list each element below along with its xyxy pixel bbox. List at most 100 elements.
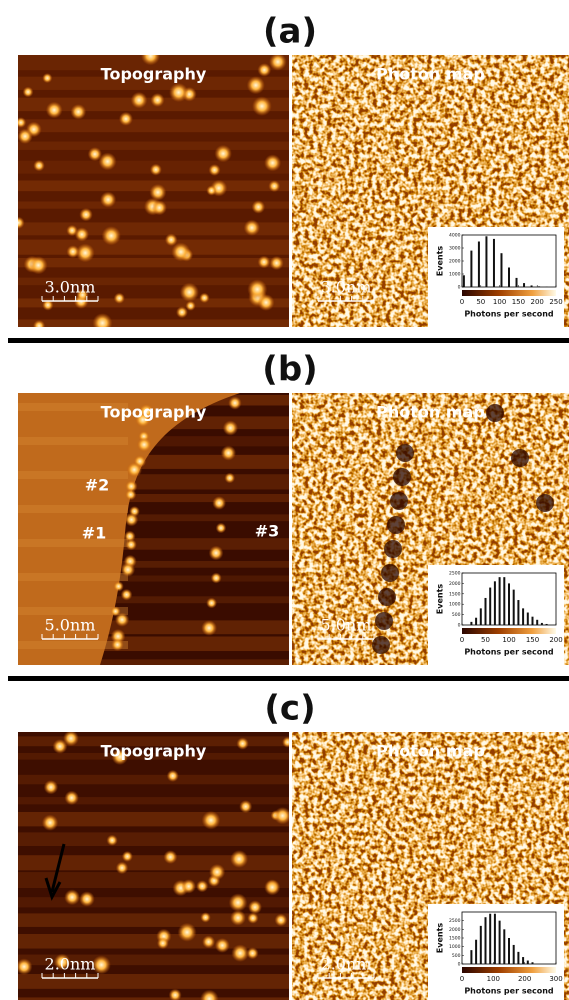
adsorbate — [264, 154, 281, 171]
adsorbate — [180, 283, 199, 302]
x-tick-label: 100 — [493, 298, 506, 306]
histogram-bar — [485, 598, 487, 625]
x-tick-label: 0 — [460, 975, 464, 983]
dark-spot — [511, 449, 529, 467]
y-tick-label: 0 — [458, 285, 461, 291]
adsorbate — [157, 937, 169, 949]
adsorbate — [270, 256, 284, 270]
adsorbate — [228, 396, 241, 409]
y-tick-label: 2000 — [449, 927, 461, 933]
adsorbate — [223, 420, 238, 435]
y-tick-label: 2000 — [449, 581, 461, 587]
x-tick-label: 100 — [502, 636, 515, 644]
adsorbate — [150, 93, 164, 107]
y-tick-label: 2000 — [449, 259, 461, 265]
adsorbate — [79, 891, 95, 907]
x-tick-label: 300 — [549, 975, 562, 983]
adsorbate — [23, 87, 34, 98]
panel-label: (b) — [262, 350, 317, 390]
topo-streak — [18, 934, 289, 949]
topo-streak — [18, 258, 289, 267]
separator — [8, 338, 569, 343]
adsorbate — [209, 864, 225, 880]
adsorbate — [100, 192, 116, 208]
topo-streak — [18, 832, 289, 846]
y-tick-label: 2500 — [449, 918, 461, 924]
adsorbate — [248, 900, 262, 914]
adsorbate — [93, 313, 113, 333]
adsorbate — [114, 293, 125, 304]
adsorbate — [125, 489, 136, 500]
topo-streak — [18, 471, 128, 479]
adsorbate — [176, 306, 188, 318]
adsorbate — [206, 598, 217, 609]
x-tick-label: 250 — [549, 298, 562, 306]
histogram-bar — [500, 253, 502, 287]
x-tick-label: 150 — [512, 298, 525, 306]
y-tick-label: 1000 — [449, 944, 461, 950]
histogram-bar — [522, 957, 524, 964]
adsorbate — [269, 53, 287, 71]
y-tick-label: 1000 — [449, 602, 461, 608]
adsorbate — [214, 145, 232, 163]
x-tick-label: 200 — [518, 975, 531, 983]
adsorbate — [230, 910, 246, 926]
adsorbate — [212, 496, 226, 510]
histogram-bar — [517, 952, 519, 964]
y-tick-label: 2500 — [449, 571, 461, 577]
topo-streak — [18, 142, 289, 150]
adsorbate — [209, 164, 221, 176]
topo-streak — [18, 119, 289, 132]
histogram-bar — [485, 917, 487, 964]
dark-spot — [384, 540, 402, 558]
histogram-bar — [493, 239, 495, 287]
adsorbate — [178, 923, 197, 942]
adsorbate — [42, 73, 52, 83]
adsorbate — [182, 879, 196, 893]
figure: (a)TopographyPhoton map3.0nm3.0nm0501001… — [0, 0, 569, 1000]
histogram-bar — [532, 962, 534, 964]
y-tick-label: 1500 — [449, 591, 461, 597]
adsorbate — [79, 208, 93, 222]
histogram-bar — [538, 286, 540, 287]
histogram-bar — [546, 624, 548, 625]
site-label: #2 — [85, 476, 110, 495]
topo-streak — [18, 240, 289, 255]
dark-spot — [387, 516, 405, 534]
adsorbate — [231, 944, 249, 962]
adsorbate — [247, 76, 265, 94]
adsorbate — [131, 92, 148, 109]
scale-bar-label: 5.0nm — [45, 616, 96, 635]
adsorbate — [119, 112, 133, 126]
histogram-bar — [494, 581, 496, 625]
adsorbate — [33, 320, 45, 332]
y-axis-label: Events — [436, 923, 445, 954]
colorbar — [462, 967, 556, 973]
adsorbate — [152, 200, 167, 215]
adsorbate — [46, 102, 63, 119]
dark-spot — [536, 494, 554, 512]
adsorbate — [247, 913, 258, 924]
y-tick-label: 0 — [458, 623, 461, 629]
adsorbate — [229, 893, 248, 912]
histogram-bar — [516, 278, 518, 287]
scale-bar-label: 2.0nm — [321, 955, 372, 974]
histogram-bar — [513, 590, 515, 625]
adsorbate — [211, 573, 222, 584]
histogram-bar — [503, 929, 505, 964]
y-tick-label: 0 — [458, 962, 461, 968]
histogram-bar — [513, 945, 515, 964]
x-tick-label: 50 — [481, 636, 490, 644]
histogram-bar — [470, 251, 472, 287]
adsorbate — [221, 445, 236, 460]
adsorbate — [44, 780, 58, 794]
topo-streak — [18, 298, 289, 307]
adsorbate — [247, 947, 259, 959]
topo-streak — [18, 505, 128, 513]
histogram-bar — [475, 940, 477, 964]
x-tick-label: 0 — [460, 298, 464, 306]
histogram-bar — [470, 622, 472, 625]
histogram-bar — [517, 600, 519, 625]
scale-bar-label: 2.0nm — [45, 955, 96, 974]
histogram-bar — [499, 921, 501, 964]
